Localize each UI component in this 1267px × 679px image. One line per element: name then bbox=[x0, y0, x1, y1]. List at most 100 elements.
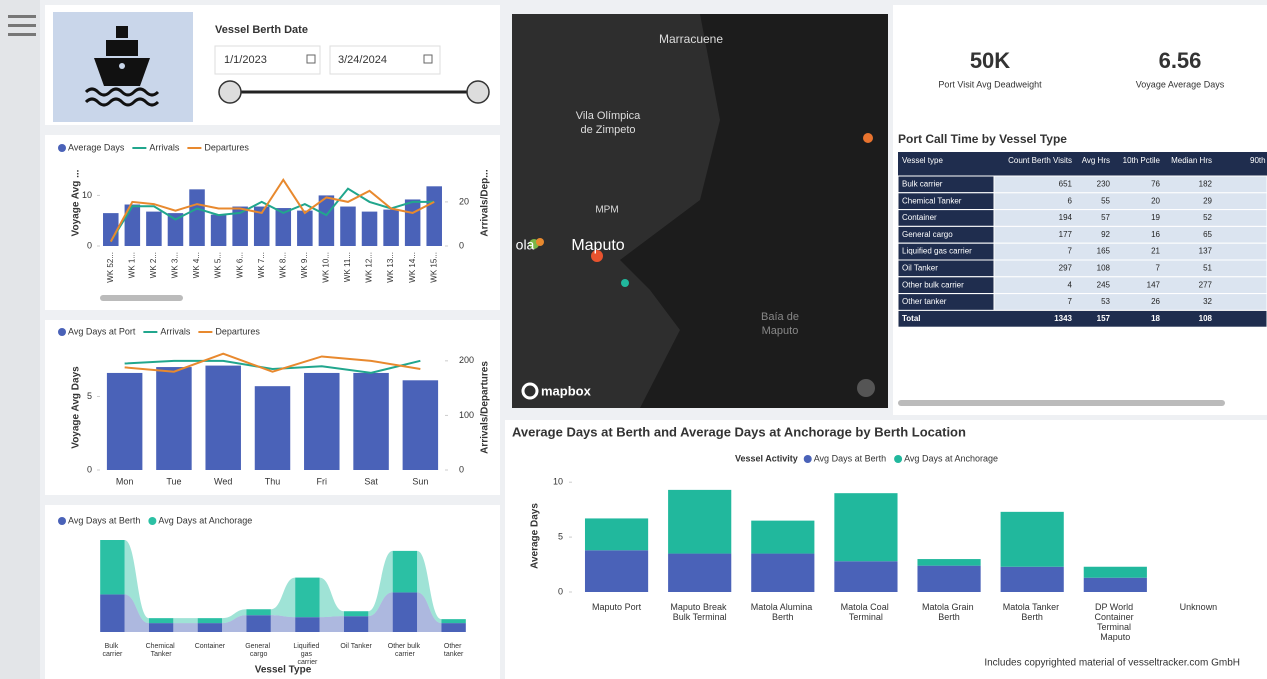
bar-segment bbox=[1001, 512, 1064, 567]
map bbox=[512, 14, 888, 408]
y-axis-label: Average Days bbox=[530, 503, 541, 569]
bar bbox=[340, 207, 356, 246]
table-cell: 147 bbox=[1147, 280, 1161, 289]
table-cell: 7 bbox=[1156, 264, 1161, 273]
page: {"slicer": {"title": "Vessel Berth Date"… bbox=[0, 0, 1267, 679]
table-cell: 53 bbox=[1101, 297, 1110, 306]
scrollbar[interactable] bbox=[100, 295, 183, 301]
bar bbox=[426, 186, 442, 246]
table-cell: General cargo bbox=[902, 230, 953, 239]
ribbon-segment bbox=[246, 615, 270, 632]
y2-axis-label: Arrivals/Dep... bbox=[480, 169, 491, 236]
y-tick-label: 5 bbox=[87, 391, 92, 401]
table-cell: 245 bbox=[1097, 280, 1111, 289]
bar-segment bbox=[585, 518, 648, 550]
legend-label: Avg Days at Berth bbox=[814, 453, 886, 463]
y-tick-label: 0 bbox=[558, 586, 563, 596]
x-tick-label: WK 5... bbox=[214, 252, 223, 278]
legend-marker bbox=[894, 455, 902, 463]
bar bbox=[304, 373, 339, 470]
table-cell: Other bulk carrier bbox=[902, 280, 964, 289]
map-label: Baía de bbox=[761, 311, 799, 323]
ribbon-segment bbox=[441, 623, 465, 632]
bar-segment bbox=[834, 493, 897, 561]
ribbon-segment bbox=[100, 540, 124, 594]
table-cell: 108 bbox=[1097, 264, 1111, 273]
table-cell: 20 bbox=[1151, 196, 1160, 205]
bar-segment bbox=[917, 566, 980, 592]
x-tick-label: WK 2... bbox=[149, 252, 158, 278]
x-tick-label: WK 15... bbox=[429, 252, 438, 283]
x-tick-label: Other tanker bbox=[444, 643, 464, 658]
legend-label: Departures bbox=[204, 142, 249, 152]
map-label: MPM bbox=[595, 205, 618, 216]
x-tick-label: WK 52... bbox=[106, 252, 115, 283]
x-tick-label: WK 6... bbox=[235, 252, 244, 278]
bar-segment bbox=[1084, 578, 1147, 592]
ribbon-segment bbox=[344, 616, 368, 632]
table-cell: 277 bbox=[1199, 280, 1213, 289]
bar-segment bbox=[1084, 567, 1147, 578]
bar-segment bbox=[834, 561, 897, 592]
ribbon-segment bbox=[149, 618, 173, 623]
x-tick-label: Wed bbox=[214, 476, 232, 486]
x-tick-label: Maputo Port bbox=[592, 602, 642, 612]
bar bbox=[168, 213, 184, 246]
x-tick-label: Fri bbox=[317, 476, 328, 486]
slider-handle[interactable] bbox=[467, 81, 489, 103]
table-cell: 21 bbox=[1151, 247, 1160, 256]
y2-tick-label: 100 bbox=[459, 410, 474, 420]
table-cell: 6 bbox=[1068, 196, 1073, 205]
table-cell: 165 bbox=[1097, 247, 1111, 256]
x-tick-label: Container bbox=[195, 643, 226, 650]
slider-handle[interactable] bbox=[219, 81, 241, 103]
table-cell: 108 bbox=[1199, 314, 1213, 323]
table-cell: Container bbox=[902, 213, 937, 222]
map-label: Maputo bbox=[762, 325, 799, 337]
x-tick-label: Sat bbox=[364, 476, 378, 486]
column-header: Vessel type bbox=[902, 156, 943, 165]
scrollbar[interactable] bbox=[898, 400, 1225, 406]
table-cell: 32 bbox=[1203, 297, 1212, 306]
y2-axis-label: Arrivals/Departures bbox=[480, 361, 491, 454]
y-tick-label: 10 bbox=[82, 190, 92, 200]
table-title: Port Call Time by Vessel Type bbox=[898, 132, 1067, 146]
legend-label: Departures bbox=[215, 326, 260, 336]
kpi-value: 6.56 bbox=[1159, 48, 1202, 73]
map-label: Vila Olímpica bbox=[576, 110, 641, 122]
y-axis-label: Voyage Avg ... bbox=[71, 169, 82, 236]
table-cell: 194 bbox=[1059, 213, 1073, 222]
table-cell: 651 bbox=[1059, 180, 1073, 189]
table-cell: 57 bbox=[1101, 213, 1110, 222]
y2-tick-label: 200 bbox=[459, 355, 474, 365]
bar bbox=[211, 215, 227, 246]
y2-tick-label: 20 bbox=[459, 196, 469, 206]
legend-label: Avg Days at Anchorage bbox=[158, 515, 252, 525]
x-tick-label: Oil Tanker bbox=[340, 643, 372, 650]
legend-marker bbox=[58, 328, 66, 336]
x-axis-label: Vessel Type bbox=[255, 665, 312, 676]
legend-label: Arrivals bbox=[149, 142, 180, 152]
ribbon-link bbox=[173, 623, 197, 632]
x-tick-label: WK 9... bbox=[300, 252, 309, 278]
bar-segment bbox=[751, 521, 814, 554]
x-tick-label: WK 10... bbox=[322, 252, 331, 283]
bar bbox=[405, 199, 421, 246]
map-label: Marracuene bbox=[659, 32, 723, 46]
map-label: de Zimpeto bbox=[580, 124, 635, 136]
table-cell: 65 bbox=[1203, 230, 1212, 239]
table-cell: 1343 bbox=[1054, 314, 1072, 323]
bar bbox=[403, 380, 438, 470]
y-tick-label: 10 bbox=[553, 477, 563, 487]
legend-label: Avg Days at Berth bbox=[68, 515, 140, 525]
bar bbox=[189, 189, 205, 246]
column-header: Avg Hrs bbox=[1082, 156, 1110, 165]
table-cell: 7 bbox=[1068, 297, 1073, 306]
y-tick-label: 0 bbox=[87, 464, 92, 474]
kpi-label: Port Visit Avg Deadweight bbox=[938, 79, 1042, 89]
table-cell: 51 bbox=[1203, 264, 1212, 273]
bar bbox=[353, 373, 388, 470]
x-tick-label: Bulk carrier bbox=[102, 643, 123, 658]
x-tick-label: Thu bbox=[265, 476, 281, 486]
x-tick-label: Sun bbox=[412, 476, 428, 486]
